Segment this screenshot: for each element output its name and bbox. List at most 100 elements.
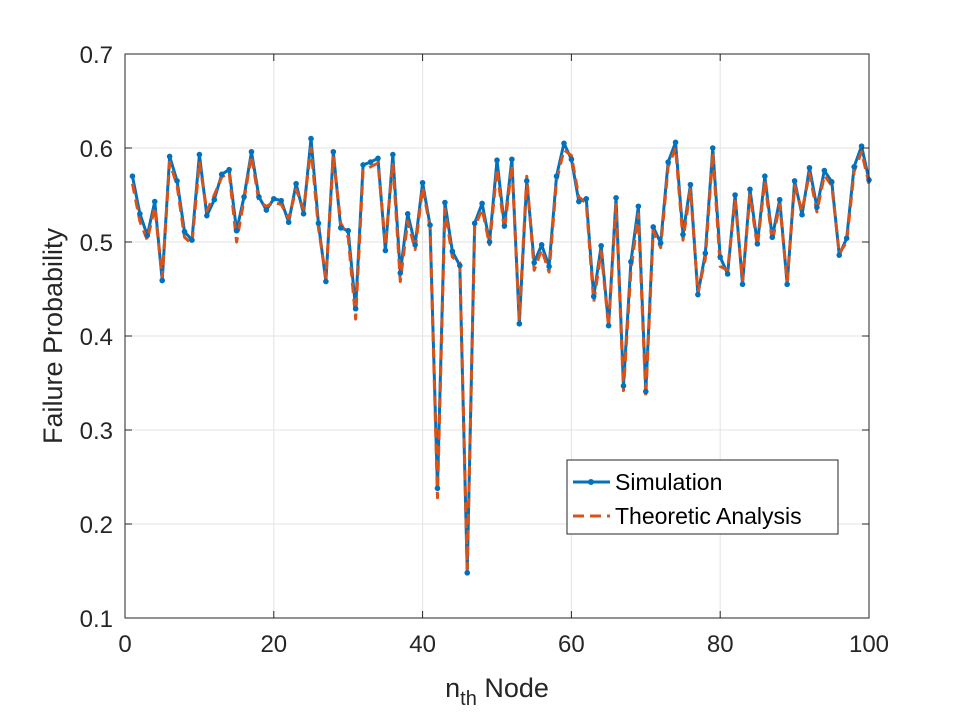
simulation-point [523, 178, 530, 184]
simulation-point [732, 192, 738, 198]
simulation-point [695, 291, 701, 298]
simulation-point [776, 196, 783, 203]
simulation-point [427, 222, 433, 228]
simulation-point [561, 140, 567, 147]
simulation-point [315, 220, 322, 226]
simulation-point [568, 156, 575, 163]
simulation-point [367, 159, 374, 165]
simulation-point [717, 254, 723, 260]
x-tick-label: 40 [409, 631, 436, 658]
simulation-point [397, 270, 404, 276]
simulation-point [248, 148, 255, 155]
simulation-point [613, 195, 619, 201]
y-tick-label: 0.2 [80, 512, 113, 539]
simulation-point [144, 232, 151, 239]
simulation-point [471, 220, 478, 226]
simulation-point [628, 258, 634, 265]
simulation-point [635, 203, 642, 210]
legend: Simulation Theoretic Analysis [566, 459, 839, 535]
simulation-point [665, 159, 671, 165]
x-tick-label: 0 [118, 631, 131, 658]
simulation-point [836, 252, 843, 258]
simulation-point [724, 271, 731, 277]
simulation-point [851, 164, 857, 170]
simulation-point [360, 162, 366, 168]
simulation-point [382, 247, 389, 254]
simulation-point [189, 237, 195, 243]
simulation-point [151, 198, 158, 205]
simulation-point [605, 322, 612, 329]
simulation-point [308, 135, 314, 142]
simulation-point [181, 228, 188, 235]
simulation-point [494, 157, 500, 164]
simulation-point [799, 211, 805, 218]
y-axis-title: Failure Probability [38, 227, 68, 444]
x-axis-title-rest: Node [477, 673, 549, 703]
simulation-point [553, 173, 560, 179]
simulation-point [449, 248, 456, 255]
x-axis-title-subscript: th [460, 688, 477, 710]
y-tick-label: 0.4 [80, 324, 113, 351]
simulation-point [538, 242, 545, 248]
simulation-point [464, 570, 471, 576]
simulation-point [137, 211, 143, 217]
simulation-point [278, 197, 285, 204]
simulation-point [791, 178, 798, 184]
simulation-point [754, 241, 761, 247]
tick-marks [124, 53, 870, 619]
simulation-point [263, 207, 270, 213]
simulation-point [412, 242, 418, 248]
y-tick-label: 0.1 [80, 606, 113, 633]
simulation-point [598, 242, 604, 249]
simulation-point [457, 262, 463, 269]
series-layer [129, 135, 872, 576]
simulation-point [434, 485, 441, 492]
simulation-point [806, 164, 813, 171]
series-theoretic-line [130, 146, 871, 571]
simulation-point [546, 263, 552, 270]
legend-box [566, 459, 839, 535]
simulation-point [479, 200, 485, 207]
simulation-point [814, 204, 820, 211]
y-tick-label: 0.6 [80, 136, 113, 163]
simulation-point [843, 235, 850, 242]
simulation-point [739, 281, 746, 288]
simulation-point [672, 139, 679, 146]
simulation-point [129, 173, 136, 179]
x-tick-label: 100 [849, 631, 889, 658]
simulation-point [352, 305, 359, 312]
simulation-point [821, 167, 828, 174]
simulation-point [337, 225, 344, 231]
simulation-point [687, 181, 694, 188]
legend-simulation-marker [588, 479, 594, 485]
simulation-point [747, 186, 753, 193]
simulation-point [404, 211, 411, 217]
simulation-point [166, 153, 173, 160]
simulation-point [643, 388, 649, 395]
simulation-point [233, 227, 240, 234]
simulation-point [486, 239, 493, 245]
simulation-point [680, 231, 686, 238]
legend-theory-label: Theoretic Analysis [615, 503, 802, 529]
simulation-point [159, 277, 165, 284]
simulation-point [300, 211, 307, 217]
simulation-point [531, 259, 537, 266]
simulation-point [293, 180, 299, 187]
simulation-point [657, 240, 664, 246]
simulation-point [784, 281, 790, 288]
simulation-point [620, 383, 627, 389]
simulation-point [650, 224, 657, 230]
simulation-point [204, 212, 210, 219]
simulation-point [583, 195, 590, 202]
y-tick-label: 0.3 [80, 418, 113, 445]
x-tick-label: 20 [260, 631, 287, 658]
simulation-point [702, 250, 709, 257]
legend-simulation-label: Simulation [615, 469, 722, 495]
simulation-point [256, 194, 262, 200]
simulation-point [323, 278, 329, 285]
simulation-point [390, 151, 396, 158]
simulation-point [375, 155, 381, 162]
tick-labels: 0 20 40 60 80 100 0.1 0.2 0.3 0.4 0.5 0.6 0.7 [80, 42, 889, 658]
simulation-point [576, 198, 582, 205]
